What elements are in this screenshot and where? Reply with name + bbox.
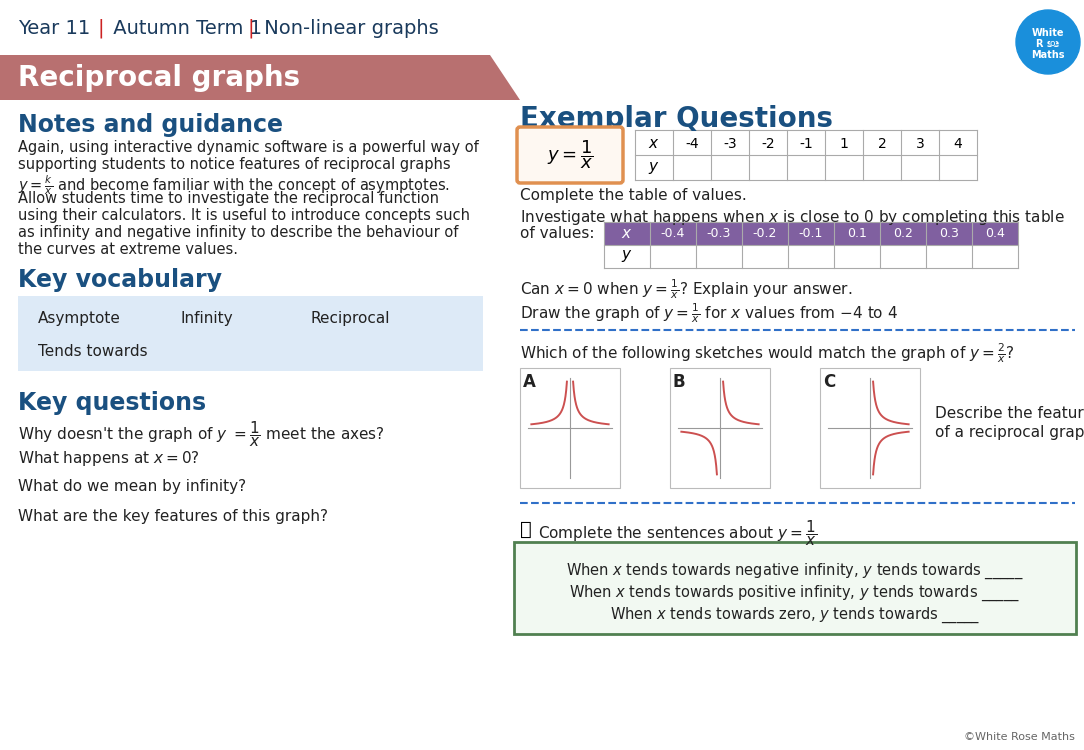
Text: Investigate what happens when $x$ is close to 0 by completing this table: Investigate what happens when $x$ is clo… bbox=[520, 208, 1064, 227]
Text: the curves at extreme values.: the curves at extreme values. bbox=[18, 242, 238, 257]
Text: 0.2: 0.2 bbox=[893, 227, 913, 240]
Text: A: A bbox=[522, 373, 535, 391]
Text: $x$: $x$ bbox=[621, 226, 633, 241]
Text: When $x$ tends towards negative infinity, $y$ tends towards _____: When $x$ tends towards negative infinity… bbox=[566, 562, 1023, 581]
Text: 0.1: 0.1 bbox=[847, 227, 867, 240]
Text: Complete the table of values.: Complete the table of values. bbox=[520, 188, 747, 203]
Polygon shape bbox=[0, 55, 520, 100]
Text: 2: 2 bbox=[878, 137, 887, 151]
Text: Exemplar Questions: Exemplar Questions bbox=[520, 105, 833, 133]
Text: Infinity: Infinity bbox=[180, 311, 233, 326]
FancyBboxPatch shape bbox=[604, 222, 1018, 245]
Text: White: White bbox=[1032, 28, 1064, 38]
Text: -0.1: -0.1 bbox=[799, 227, 823, 240]
Text: Which of the following sketches would match the graph of $y = \frac{2}{x}$?: Which of the following sketches would ma… bbox=[520, 342, 1015, 365]
Text: -0.3: -0.3 bbox=[707, 227, 732, 240]
Text: ©White Rose Maths: ©White Rose Maths bbox=[964, 732, 1075, 742]
Text: -2: -2 bbox=[761, 137, 775, 151]
Text: $y$: $y$ bbox=[648, 160, 660, 176]
FancyBboxPatch shape bbox=[517, 127, 623, 183]
Text: 4: 4 bbox=[954, 137, 963, 151]
Text: as infinity and negative infinity to describe the behaviour of: as infinity and negative infinity to des… bbox=[18, 225, 459, 240]
Text: -0.2: -0.2 bbox=[752, 227, 777, 240]
Text: Tends towards: Tends towards bbox=[38, 344, 147, 359]
Text: 1: 1 bbox=[840, 137, 849, 151]
Text: Again, using interactive dynamic software is a powerful way of: Again, using interactive dynamic softwar… bbox=[18, 140, 479, 155]
Text: -3: -3 bbox=[723, 137, 737, 151]
Text: Reciprocal: Reciprocal bbox=[310, 311, 389, 326]
Text: Can $x = 0$ when $y = \frac{1}{x}$? Explain your answer.: Can $x = 0$ when $y = \frac{1}{x}$? Expl… bbox=[520, 278, 852, 302]
Text: Allow students time to investigate the reciprocal function: Allow students time to investigate the r… bbox=[18, 191, 439, 206]
FancyBboxPatch shape bbox=[520, 368, 620, 488]
Text: Reciprocal graphs: Reciprocal graphs bbox=[18, 64, 300, 92]
Circle shape bbox=[1016, 10, 1080, 74]
Text: Asymptote: Asymptote bbox=[38, 311, 121, 326]
Text: Maths: Maths bbox=[1031, 50, 1064, 60]
Text: When $x$ tends towards zero, $y$ tends towards _____: When $x$ tends towards zero, $y$ tends t… bbox=[610, 606, 980, 625]
Text: Key questions: Key questions bbox=[18, 391, 206, 415]
Text: Key vocabulary: Key vocabulary bbox=[18, 268, 222, 292]
Text: Why doesn't the graph of $y\ =\dfrac{1}{x}$ meet the axes?: Why doesn't the graph of $y\ =\dfrac{1}{… bbox=[18, 419, 385, 448]
Circle shape bbox=[1050, 40, 1056, 46]
Text: $y$: $y$ bbox=[621, 248, 633, 265]
Text: $x$: $x$ bbox=[648, 136, 660, 152]
FancyBboxPatch shape bbox=[514, 542, 1076, 634]
Text: |: | bbox=[96, 18, 104, 38]
Text: Autumn Term 1: Autumn Term 1 bbox=[107, 19, 268, 38]
FancyBboxPatch shape bbox=[18, 296, 483, 371]
Text: supporting students to notice features of reciprocal graphs: supporting students to notice features o… bbox=[18, 157, 451, 172]
Text: What happens at $x = 0$?: What happens at $x = 0$? bbox=[18, 449, 199, 468]
Text: -0.4: -0.4 bbox=[661, 227, 685, 240]
Text: 3: 3 bbox=[916, 137, 925, 151]
Text: What do we mean by infinity?: What do we mean by infinity? bbox=[18, 479, 246, 494]
Text: Draw the graph of $y = \frac{1}{x}$ for $x$ values from $-4$ to $4$: Draw the graph of $y = \frac{1}{x}$ for … bbox=[520, 302, 898, 326]
FancyBboxPatch shape bbox=[820, 368, 920, 488]
Text: $y = \frac{k}{x}$ and become familiar with the concept of asymptotes.: $y = \frac{k}{x}$ and become familiar wi… bbox=[18, 174, 450, 197]
Text: -1: -1 bbox=[799, 137, 813, 151]
Text: -4: -4 bbox=[685, 137, 699, 151]
Text: When $x$ tends towards positive infinity, $y$ tends towards _____: When $x$ tends towards positive infinity… bbox=[569, 584, 1020, 604]
Text: Notes and guidance: Notes and guidance bbox=[18, 113, 283, 137]
FancyBboxPatch shape bbox=[670, 368, 770, 488]
Text: 0.4: 0.4 bbox=[985, 227, 1005, 240]
Text: using their calculators. It is useful to introduce concepts such: using their calculators. It is useful to… bbox=[18, 208, 470, 223]
Text: Describe the features: Describe the features bbox=[935, 406, 1084, 421]
Text: o: o bbox=[1049, 38, 1055, 47]
Text: B: B bbox=[673, 373, 685, 391]
Text: Non-linear graphs: Non-linear graphs bbox=[258, 19, 439, 38]
Text: What are the key features of this graph?: What are the key features of this graph? bbox=[18, 509, 328, 524]
Text: Complete the sentences about $y = \dfrac{1}{x}$: Complete the sentences about $y = \dfrac… bbox=[538, 518, 817, 548]
Text: of a reciprocal graph.: of a reciprocal graph. bbox=[935, 425, 1084, 440]
Text: of values:: of values: bbox=[520, 226, 594, 241]
Text: 🕯: 🕯 bbox=[520, 520, 532, 539]
Text: C: C bbox=[823, 373, 836, 391]
Text: $y = \dfrac{1}{x}$: $y = \dfrac{1}{x}$ bbox=[546, 139, 593, 171]
Text: Year 11: Year 11 bbox=[18, 19, 96, 38]
Text: |: | bbox=[248, 18, 255, 38]
Text: R se: R se bbox=[1036, 39, 1060, 49]
Text: 0.3: 0.3 bbox=[939, 227, 959, 240]
